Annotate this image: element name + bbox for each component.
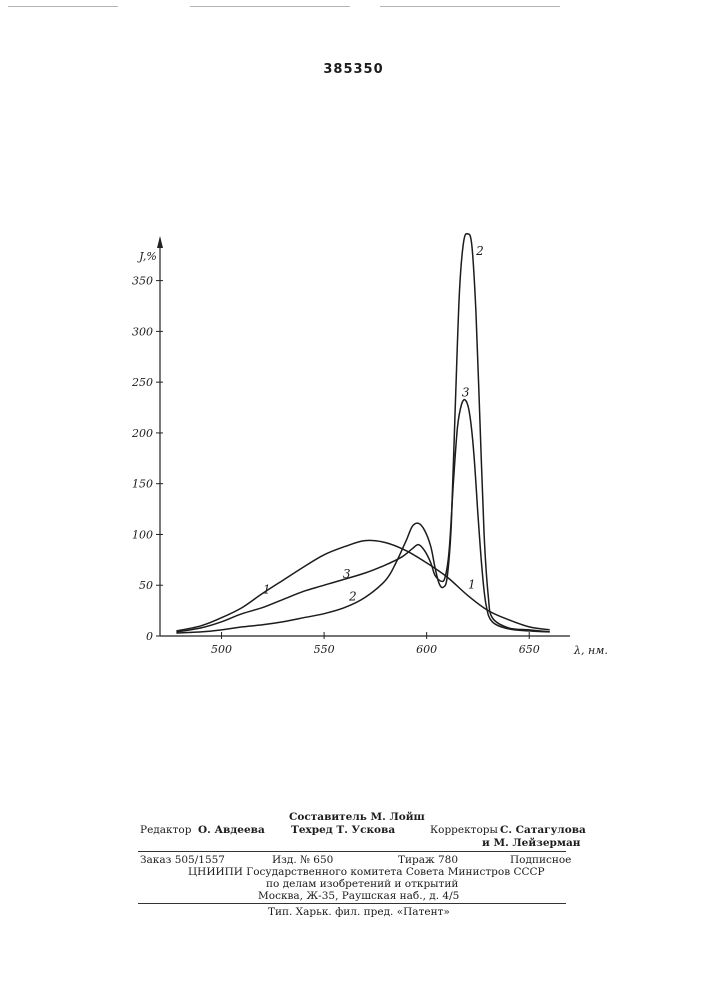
editor-name: О. Авдеева [198, 824, 265, 836]
correctors-name-2: и М. Лейзерман [482, 837, 580, 849]
editor-role: Редактор [140, 824, 191, 836]
imprint-rule-bottom [138, 903, 566, 904]
printer-line: Тип. Харьк. фил. пред. «Патент» [268, 906, 450, 918]
compiler-line: Составитель М. Лойш [289, 811, 425, 823]
imprint-rule-top [138, 851, 566, 852]
techred-line: Техред Т. Ускова [291, 824, 395, 836]
correctors-name-1: С. Сатагулова [500, 824, 586, 836]
organization-line-1: ЦНИИПИ Государственного комитета Совета … [188, 866, 545, 878]
publication-number: Изд. № 650 [272, 854, 333, 866]
organization-address: Москва, Ж-35, Раушская наб., д. 4/5 [258, 890, 459, 902]
correctors-role: Корректоры [430, 824, 498, 836]
print-run: Тираж 780 [398, 854, 458, 866]
order-number: Заказ 505/1557 [140, 854, 225, 866]
subscription-note: Подписное [510, 854, 571, 866]
organization-line-2: по делам изобретений и открытий [266, 878, 458, 890]
